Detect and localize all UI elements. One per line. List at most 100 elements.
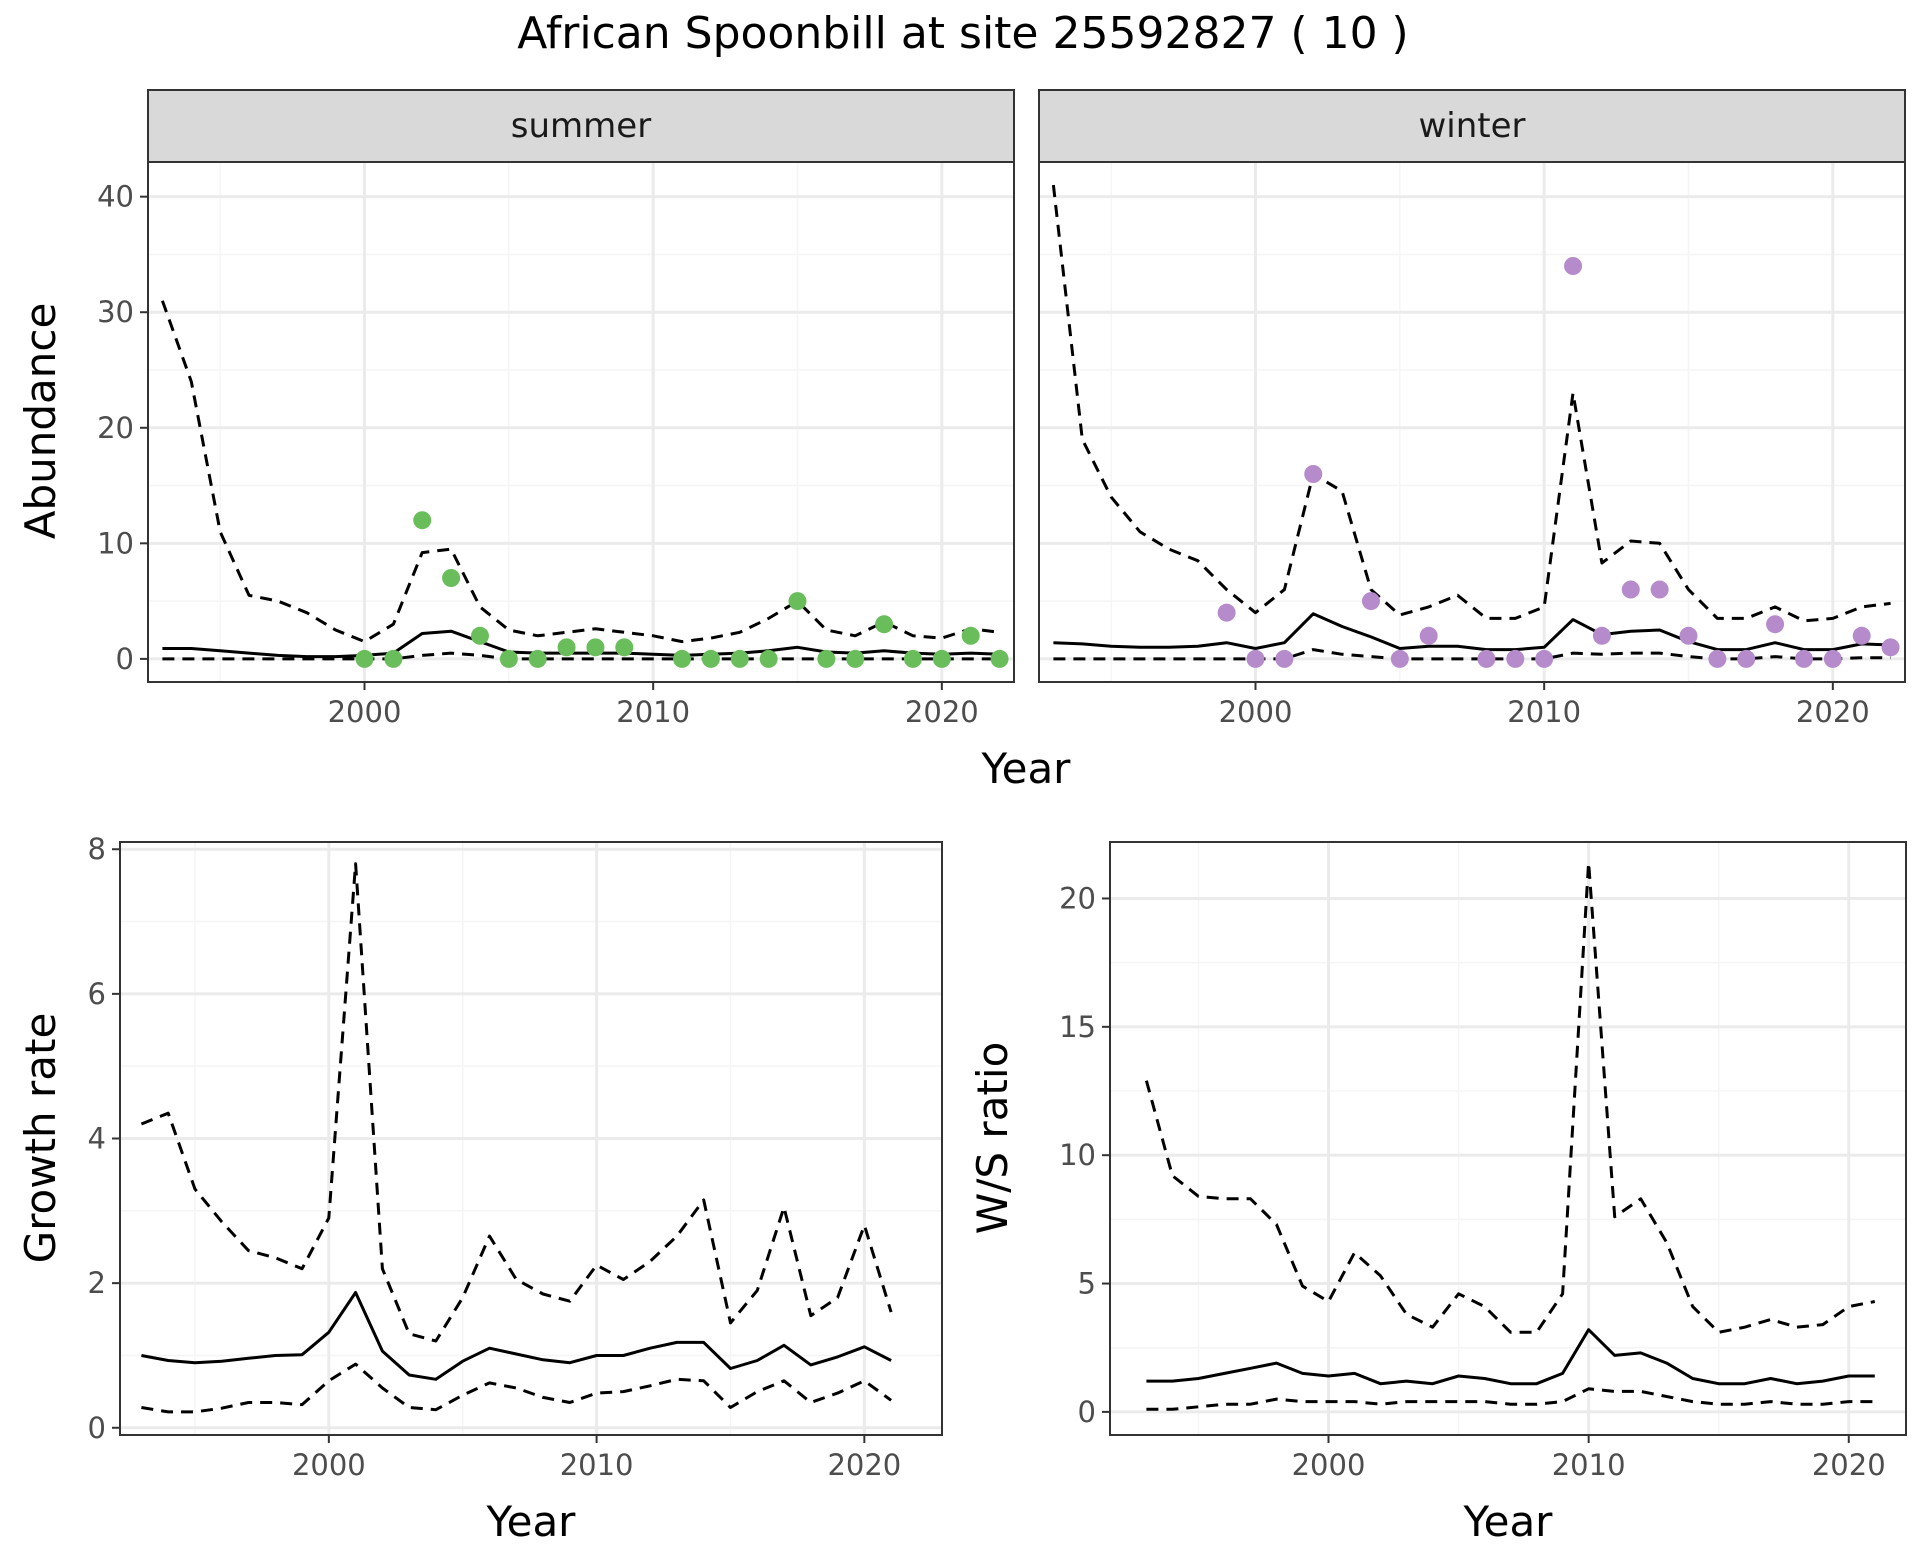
summer-observed-point: [673, 649, 692, 668]
growth-rate-x-tick-label: 2000: [292, 1448, 366, 1482]
winter-observed-point: [1390, 649, 1409, 668]
ws-ratio-upper-bound-line: [1144, 861, 1876, 1334]
ws-ratio-y-tick-label: 10: [1059, 1138, 1096, 1172]
ws-ratio-panel-border: [1109, 841, 1907, 1436]
growth-rate-gridlines: [120, 842, 942, 1435]
abundance-y-tick-label: 30: [97, 295, 134, 329]
summer-observed-point: [499, 649, 518, 668]
summer-gridlines: [148, 162, 1014, 682]
winter-observed-point: [1708, 649, 1727, 668]
ws-ratio-fitted-line: [1146, 1328, 1875, 1386]
summer-observed-point: [355, 649, 374, 668]
summer-facet: summer: [147, 89, 1015, 683]
summer-observed-point: [759, 649, 778, 668]
ws-ratio-gridlines: [1110, 842, 1906, 1435]
winter-x-tick-label: 2000: [1219, 695, 1293, 729]
ws-ratio-y-tick-label: 15: [1059, 1010, 1096, 1044]
winter-observed-point: [1535, 649, 1554, 668]
growth-rate-y-tick-label: 0: [88, 1411, 106, 1445]
winter-observed-point: [1737, 649, 1756, 668]
growth-rate-lower-bound-line: [141, 1362, 892, 1414]
winter-series: [1051, 184, 1900, 668]
winter-observed-point: [1621, 580, 1640, 599]
winter-x-tick-label: 2020: [1796, 695, 1870, 729]
growth-rate-series: [140, 862, 893, 1414]
winter-observed-point: [1592, 626, 1611, 645]
winter-observed-point: [1361, 592, 1380, 611]
growth-rate-y-axis-title: Growth rate: [16, 1013, 65, 1264]
summer-panel-border: [147, 161, 1015, 683]
summer-observed-point: [413, 511, 432, 530]
summer-observed-point: [875, 615, 894, 634]
summer-observed-point: [817, 649, 836, 668]
summer-observed-point: [730, 649, 749, 668]
summer-series: [160, 300, 1009, 668]
winter-observed-point: [1650, 580, 1669, 599]
summer-upper-bound-line: [160, 300, 1000, 644]
winter-observed-point: [1506, 649, 1525, 668]
summer-observed-point: [557, 638, 576, 657]
winter-observed-point: [1246, 649, 1265, 668]
abundance-axes: 2000 2010 2020 0 10 20 30 40 2000 2010 2020: [97, 180, 1870, 729]
summer-observed-point: [903, 649, 922, 668]
winter-observed-point: [1766, 615, 1785, 634]
ws-ratio-axes: 2000 2010 2020 0 5 10 15 20: [1059, 881, 1886, 1482]
summer-observed-point: [846, 649, 865, 668]
summer-observed-point: [961, 626, 980, 645]
winter-fitted-line: [1053, 612, 1891, 652]
ws-ratio-plot-area: [1110, 842, 1906, 1435]
winter-plot-area: [1039, 162, 1905, 682]
summer-observed-point: [701, 649, 720, 668]
summer-plot-area: [148, 162, 1014, 682]
summer-observed-point: [788, 592, 807, 611]
abundance-x-axis-title: Year: [981, 744, 1072, 793]
winter-observed-point: [1881, 638, 1900, 657]
ws-ratio-lower-bound-line: [1146, 1387, 1875, 1411]
winter-observed-point: [1794, 649, 1813, 668]
abundance-y-tick-label: 40: [97, 180, 134, 214]
winter-observed-point: [1679, 626, 1698, 645]
growth-rate-y-tick-label: 6: [88, 977, 106, 1011]
ws-ratio-x-tick-label: 2010: [1552, 1448, 1626, 1482]
growth-rate-chart: 2000 2010 2020 0 2 4 6 8 Year Growth rate: [16, 832, 943, 1546]
winter-strip-label: winter: [1418, 106, 1525, 146]
ws-ratio-x-tick-label: 2000: [1292, 1448, 1366, 1482]
ws-ratio-series: [1144, 861, 1876, 1411]
growth-rate-y-tick-label: 2: [88, 1266, 106, 1300]
growth-rate-x-tick-label: 2010: [560, 1448, 634, 1482]
summer-x-tick-label: 2010: [616, 695, 690, 729]
summer-observed-point: [384, 649, 403, 668]
winter-facet: winter: [1038, 89, 1906, 683]
growth-rate-y-tick-label: 4: [88, 1122, 106, 1156]
growth-rate-fitted-line: [141, 1291, 892, 1381]
summer-x-tick-label: 2000: [328, 695, 402, 729]
growth-rate-x-axis-title: Year: [486, 1497, 577, 1546]
winter-observed-point: [1304, 465, 1323, 483]
winter-observed-point: [1477, 649, 1496, 668]
ws-ratio-x-tick-label: 2020: [1812, 1448, 1886, 1482]
summer-observed-point: [470, 626, 489, 645]
abundance-y-tick-label: 20: [97, 411, 134, 445]
abundance-y-tick-label: 10: [97, 526, 134, 560]
summer-strip-label: summer: [511, 106, 651, 146]
growth-rate-axes: 2000 2010 2020 0 2 4 6 8: [88, 832, 902, 1482]
winter-observed-point: [1852, 626, 1871, 645]
winter-observed-point: [1419, 626, 1438, 645]
winter-observed-point: [1217, 603, 1236, 622]
ws-ratio-chart: 2000 2010 2020 0 5 10 15 20 Year W/S ratio: [968, 841, 1907, 1546]
summer-observed-point: [932, 649, 951, 668]
summer-observed-point: [615, 638, 634, 657]
abundance-y-axis-title: Abundance: [16, 303, 65, 540]
summer-observed-point: [990, 649, 1009, 668]
growth-rate-x-tick-label: 2020: [827, 1448, 901, 1482]
growth-rate-upper-bound-line: [140, 862, 893, 1343]
summer-observed-point: [528, 649, 547, 668]
winter-observed-point: [1564, 257, 1583, 275]
summer-strip: [147, 89, 1015, 163]
summer-observed-point: [586, 638, 605, 657]
abundance-y-tick-label: 0: [116, 642, 134, 676]
main-title: African Spoonbill at site 25592827 ( 10 …: [517, 8, 1408, 59]
ws-ratio-y-tick-label: 20: [1059, 881, 1096, 915]
